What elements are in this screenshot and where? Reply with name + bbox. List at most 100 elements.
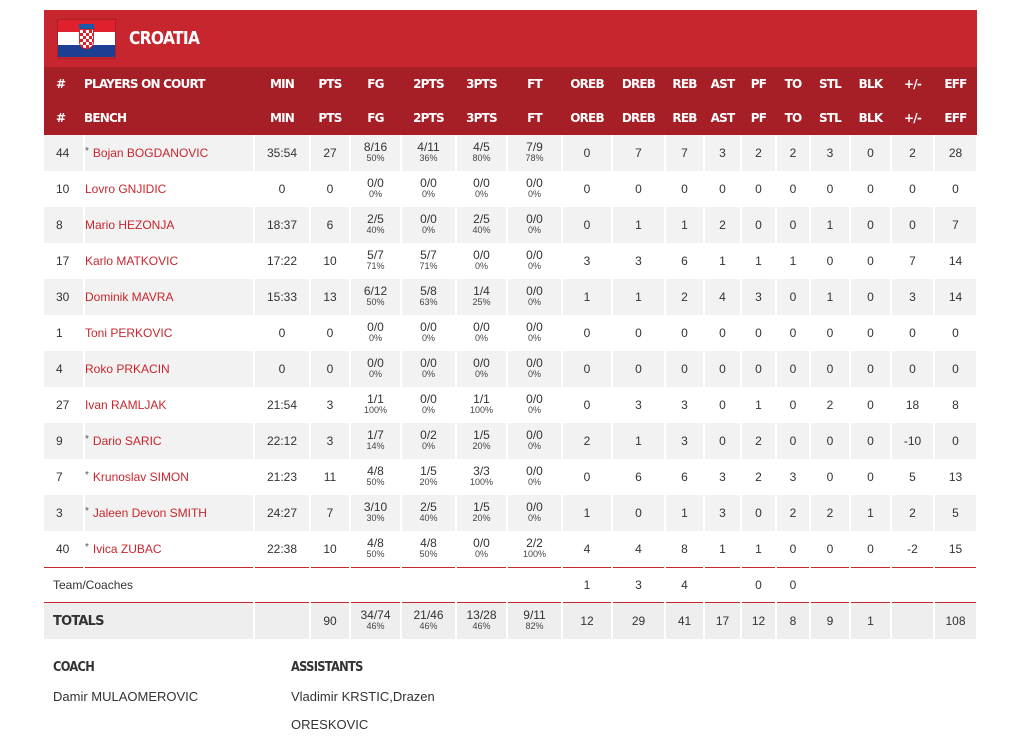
col-blk[interactable]: BLK bbox=[850, 67, 891, 101]
player-plus-minus: -2 bbox=[891, 531, 935, 568]
player-ft: 0/0 0% bbox=[507, 171, 563, 207]
totals-stl: 9 bbox=[810, 602, 851, 639]
col-stl[interactable]: STL bbox=[810, 101, 850, 135]
team-dreb: 3 bbox=[612, 567, 666, 603]
player-fg: 5/7 71% bbox=[350, 243, 402, 279]
col-pts[interactable]: PTS bbox=[310, 101, 350, 135]
player-pts: 3 bbox=[310, 423, 351, 459]
player-oreb: 0 bbox=[562, 351, 613, 387]
croatia-flag-icon bbox=[58, 19, 115, 58]
col-fg[interactable]: FG bbox=[350, 101, 401, 135]
col-ft[interactable]: FT bbox=[507, 101, 562, 135]
col-dreb[interactable]: DREB bbox=[612, 101, 665, 135]
player-fg: 0/0 0% bbox=[350, 315, 402, 351]
player-name[interactable]: Bojan BOGDANOVIC bbox=[92, 146, 209, 160]
player-name-link[interactable]: * Krunoslav SIMON bbox=[84, 459, 255, 495]
player-name-link[interactable]: Lovro GNJIDIC bbox=[84, 171, 255, 207]
player-name[interactable]: Dominik MAVRA bbox=[85, 290, 174, 304]
col-3pts[interactable]: 3PTS bbox=[456, 101, 507, 135]
col-eff[interactable]: EFF bbox=[934, 67, 977, 101]
player-row: 4 Roko PRKACIN 0 0 0/0 0% 0/0 0% 0/0 0% 0/0 0% 0 0 0 0 0… bbox=[44, 351, 978, 387]
player-pf: 3 bbox=[741, 279, 777, 315]
col-min[interactable]: MIN bbox=[254, 67, 310, 101]
col-pf[interactable]: PF bbox=[741, 101, 776, 135]
player-eff: 5 bbox=[934, 495, 978, 531]
player-to: 0 bbox=[776, 279, 811, 315]
player-stl: 0 bbox=[810, 531, 851, 568]
player-name[interactable]: Karlo MATKOVIC bbox=[85, 254, 179, 268]
player-name[interactable]: Ivica ZUBAC bbox=[92, 542, 162, 556]
col-stl[interactable]: STL bbox=[810, 67, 850, 101]
col-blk[interactable]: BLK bbox=[850, 101, 891, 135]
col-eff[interactable]: EFF bbox=[934, 101, 977, 135]
col-oreb[interactable]: OREB bbox=[562, 101, 612, 135]
player-name[interactable]: Toni PERKOVIC bbox=[85, 326, 173, 340]
col-2pts[interactable]: 2PTS bbox=[401, 101, 456, 135]
col-plus-minus[interactable]: +/- bbox=[891, 67, 934, 101]
player-name-link[interactable]: Toni PERKOVIC bbox=[84, 315, 255, 351]
starter-marker: * bbox=[85, 506, 89, 517]
player-oreb: 1 bbox=[562, 495, 613, 531]
col-to[interactable]: TO bbox=[776, 101, 810, 135]
player-name-link[interactable]: Roko PRKACIN bbox=[84, 351, 255, 387]
player-name[interactable]: Roko PRKACIN bbox=[85, 362, 170, 376]
team-eff bbox=[934, 567, 978, 603]
player-blk: 0 bbox=[850, 243, 892, 279]
col-min[interactable]: MIN bbox=[254, 101, 310, 135]
col-oreb[interactable]: OREB bbox=[562, 67, 612, 101]
player-name-link[interactable]: * Dario SARIC bbox=[84, 423, 255, 459]
player-2pts: 0/0 0% bbox=[401, 315, 457, 351]
col-fg[interactable]: FG bbox=[350, 67, 401, 101]
col-3pts[interactable]: 3PTS bbox=[456, 67, 507, 101]
totals-2pts: 21/46 46% bbox=[401, 602, 457, 639]
player-ast: 3 bbox=[704, 459, 742, 495]
player-name-link[interactable]: Ivan RAMLJAK bbox=[84, 387, 255, 423]
player-name[interactable]: Krunoslav SIMON bbox=[92, 470, 189, 484]
player-name[interactable]: Ivan RAMLJAK bbox=[85, 398, 167, 412]
player-plus-minus: 0 bbox=[891, 207, 935, 243]
col-ft[interactable]: FT bbox=[507, 67, 562, 101]
player-stl: 1 bbox=[810, 207, 851, 243]
player-2pts: 2/5 40% bbox=[401, 495, 457, 531]
player-dreb: 6 bbox=[612, 459, 666, 495]
player-name[interactable]: Dario SARIC bbox=[92, 434, 162, 448]
player-name-link[interactable]: Mario HEZONJA bbox=[84, 207, 255, 243]
player-name-link[interactable]: * Jaleen Devon SMITH bbox=[84, 495, 255, 531]
player-2pts: 5/8 63% bbox=[401, 279, 457, 315]
player-pf: 2 bbox=[741, 135, 777, 171]
player-to: 0 bbox=[776, 207, 811, 243]
col-reb[interactable]: REB bbox=[665, 67, 704, 101]
player-name[interactable]: Mario HEZONJA bbox=[85, 218, 175, 232]
player-reb: 0 bbox=[665, 315, 705, 351]
totals-eff: 108 bbox=[934, 602, 978, 639]
player-eff: 13 bbox=[934, 459, 978, 495]
col-ast[interactable]: AST bbox=[704, 67, 741, 101]
col-ast[interactable]: AST bbox=[704, 101, 741, 135]
player-dreb: 0 bbox=[612, 495, 666, 531]
player-number: 40 bbox=[44, 531, 85, 568]
col-to[interactable]: TO bbox=[776, 67, 810, 101]
player-name-link[interactable]: * Bojan BOGDANOVIC bbox=[84, 135, 255, 171]
player-eff: 0 bbox=[934, 171, 978, 207]
player-row: 9 * Dario SARIC 22:12 3 1/7 14% 0/2 0% 1/5 20% 0/0 0… bbox=[44, 423, 978, 459]
player-ast: 3 bbox=[704, 135, 742, 171]
col-pts[interactable]: PTS bbox=[310, 67, 350, 101]
col-dreb[interactable]: DREB bbox=[612, 67, 665, 101]
team-name: CROATIA bbox=[129, 28, 200, 49]
player-name-link[interactable]: Karlo MATKOVIC bbox=[84, 243, 255, 279]
player-min: 24:27 bbox=[254, 495, 311, 531]
player-name-link[interactable]: Dominik MAVRA bbox=[84, 279, 255, 315]
player-blk: 0 bbox=[850, 279, 892, 315]
col-pf[interactable]: PF bbox=[741, 67, 776, 101]
player-reb: 1 bbox=[665, 207, 705, 243]
col-2pts[interactable]: 2PTS bbox=[401, 67, 456, 101]
col-plus-minus[interactable]: +/- bbox=[891, 101, 934, 135]
player-pts: 7 bbox=[310, 495, 351, 531]
player-blk: 1 bbox=[850, 495, 892, 531]
player-name[interactable]: Jaleen Devon SMITH bbox=[92, 506, 207, 520]
player-name[interactable]: Lovro GNJIDIC bbox=[85, 182, 167, 196]
player-row: 3 * Jaleen Devon SMITH 24:27 7 3/10 30% 2/5 40% 1… bbox=[44, 495, 978, 531]
player-oreb: 0 bbox=[562, 135, 613, 171]
player-name-link[interactable]: * Ivica ZUBAC bbox=[84, 531, 255, 568]
col-reb[interactable]: REB bbox=[665, 101, 704, 135]
